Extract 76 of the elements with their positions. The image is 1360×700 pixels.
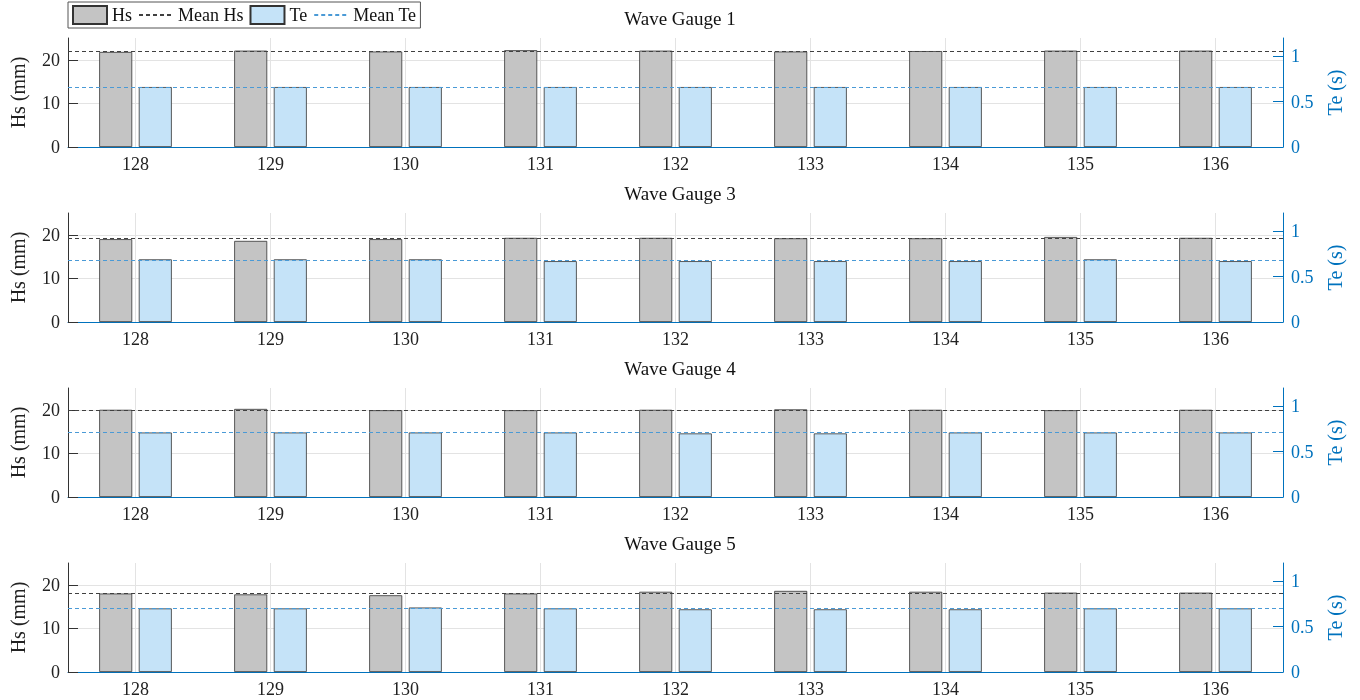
x-tick-label: 128 [122,679,149,699]
chart-title: Wave Gauge 1 [624,8,736,29]
x-tick-label: 129 [257,679,284,699]
y-axis-title: Hs (mm) [7,406,30,479]
x-tick-label: 132 [662,329,689,349]
x-tick-label: 130 [392,504,419,524]
x-tick-label: 133 [797,329,824,349]
x-tick-label: 130 [392,154,419,174]
y2-tick-label: 0.5 [1291,266,1314,287]
x-tick-label: 134 [932,154,959,174]
x-tick-label: 133 [797,504,824,524]
x-tick-label: 132 [662,154,689,174]
y-axis-title: Hs (mm) [7,231,30,304]
y-axis-title: Hs (mm) [7,56,30,129]
y2-tick-label: 1 [1291,571,1300,592]
y-tick-label: 20 [42,399,60,420]
x-tick-label: 131 [527,329,554,349]
y2-tick-label: 0 [1291,487,1300,507]
y2-axis-title: Te (s) [1324,594,1347,641]
x-tick-label: 133 [797,154,824,174]
x-tick-label: 136 [1202,504,1229,524]
x-tick-label: 136 [1202,679,1229,699]
x-tick-label: 132 [662,504,689,524]
y2-tick-label: 1 [1291,396,1300,417]
legend-label: Mean Hs [178,5,244,25]
y2-tick-label: 0.5 [1291,616,1314,637]
y2-tick-label: 0.5 [1291,91,1314,112]
x-tick-label: 134 [932,329,959,349]
y-axis-title: Hs (mm) [7,581,30,654]
x-tick-label: 129 [257,504,284,524]
y-tick-label: 20 [42,49,60,70]
y-tick-label: 20 [42,224,60,245]
x-tick-label: 136 [1202,154,1229,174]
x-tick-label: 131 [527,504,554,524]
x-tick-label: 131 [527,154,554,174]
y-tick-label: 10 [42,443,60,464]
x-tick-label: 134 [932,504,959,524]
x-tick-label: 128 [122,154,149,174]
y2-tick-label: 0 [1291,312,1300,332]
x-tick-label: 134 [932,679,959,699]
x-tick-label: 130 [392,329,419,349]
chart-title: Wave Gauge 4 [624,358,737,379]
y-tick-label: 0 [51,312,60,332]
y2-tick-label: 0.5 [1291,441,1314,462]
x-tick-label: 129 [257,154,284,174]
y-tick-label: 10 [42,93,60,114]
y2-axis-title: Te (s) [1324,244,1347,291]
y2-axis-title: Te (s) [1324,69,1347,116]
x-tick-label: 128 [122,504,149,524]
x-tick-label: 136 [1202,329,1229,349]
y2-axis-title: Te (s) [1324,419,1347,466]
y2-tick-label: 1 [1291,221,1300,242]
x-tick-label: 132 [662,679,689,699]
y-tick-label: 10 [42,268,60,289]
x-tick-label: 135 [1067,679,1094,699]
x-tick-label: 135 [1067,329,1094,349]
chart-title: Wave Gauge 5 [624,533,736,554]
x-tick-label: 129 [257,329,284,349]
y2-tick-label: 1 [1291,46,1300,67]
y-tick-label: 0 [51,137,60,157]
legend-label: Hs [112,5,133,25]
y-tick-label: 0 [51,487,60,507]
x-tick-label: 135 [1067,154,1094,174]
legend-label: Te [289,5,308,25]
y2-tick-label: 0 [1291,137,1300,157]
x-tick-label: 131 [527,679,554,699]
x-tick-label: 135 [1067,504,1094,524]
y-tick-label: 20 [42,574,60,595]
x-tick-label: 130 [392,679,419,699]
y2-tick-label: 0 [1291,662,1300,682]
x-tick-label: 133 [797,679,824,699]
legend-label: Mean Te [353,5,417,25]
y-tick-label: 0 [51,662,60,682]
chart-title: Wave Gauge 3 [624,183,736,204]
y-tick-label: 10 [42,618,60,639]
x-tick-label: 128 [122,329,149,349]
